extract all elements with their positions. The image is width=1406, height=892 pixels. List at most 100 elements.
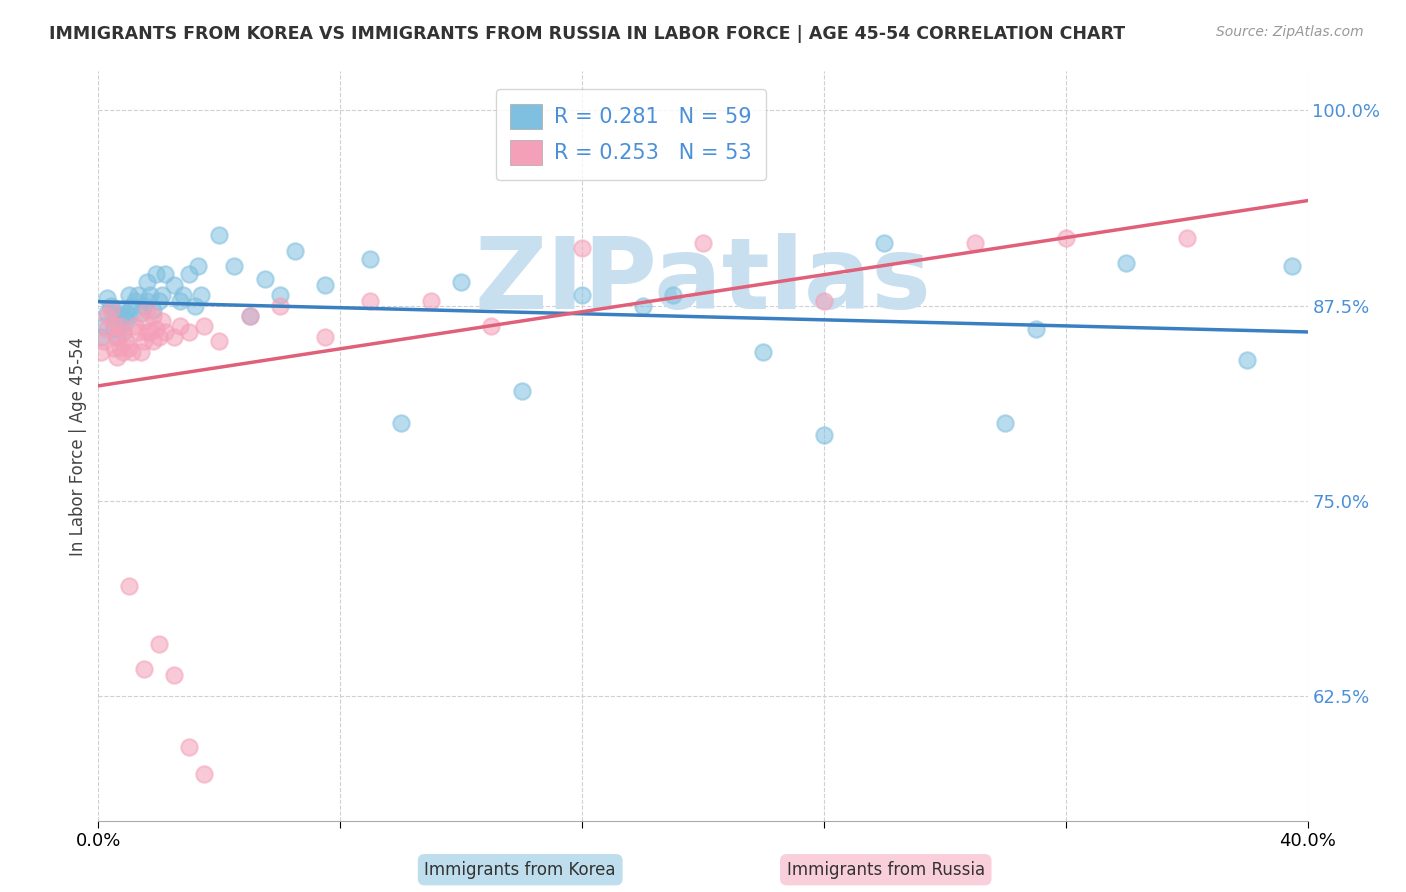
Point (284, 244, 307, 258)
Point (752, 345, 775, 359)
Point (114, 314, 136, 328)
Point (132, 334, 155, 349)
Point (1175, 231, 1198, 245)
Point (135, 275, 157, 289)
Point (150, 287, 173, 301)
Point (145, 267, 167, 281)
Point (118, 287, 141, 301)
Point (163, 329, 186, 343)
Point (510, 384, 533, 399)
Point (93, 318, 115, 333)
Point (105, 329, 128, 343)
Text: Immigrants from Russia: Immigrants from Russia (787, 861, 984, 879)
Point (103, 341, 125, 355)
Point (90, 345, 112, 359)
Point (135, 303, 157, 318)
Point (179, 267, 201, 281)
Point (179, 325, 201, 339)
Point (269, 287, 291, 301)
Point (360, 252, 382, 266)
Point (93, 334, 115, 349)
Point (179, 740, 201, 755)
Point (389, 416, 412, 430)
Point (169, 293, 191, 308)
Point (360, 293, 382, 308)
Point (994, 416, 1017, 430)
Point (145, 322, 167, 336)
Point (314, 278, 336, 293)
Point (813, 428, 835, 442)
Point (135, 325, 157, 339)
Point (148, 293, 170, 308)
Point (208, 228, 231, 243)
Point (208, 334, 231, 349)
Point (253, 272, 276, 286)
Point (108, 303, 131, 318)
Point (187, 260, 209, 274)
Point (153, 325, 176, 339)
Text: ZIPatlas: ZIPatlas (475, 233, 931, 330)
Point (103, 322, 125, 336)
Y-axis label: In Labor Force | Age 45-54: In Labor Force | Age 45-54 (69, 336, 87, 556)
Text: IMMIGRANTS FROM KOREA VS IMMIGRANTS FROM RUSSIA IN LABOR FORCE | AGE 45-54 CORRE: IMMIGRANTS FROM KOREA VS IMMIGRANTS FROM… (49, 25, 1125, 43)
Point (111, 325, 134, 339)
Point (692, 235, 714, 250)
Point (121, 298, 143, 312)
Legend: R = 0.281   N = 59, R = 0.253   N = 53: R = 0.281 N = 59, R = 0.253 N = 53 (496, 89, 766, 179)
Point (481, 318, 503, 333)
Point (135, 293, 157, 308)
Point (96, 310, 118, 324)
Point (108, 341, 131, 355)
Point (965, 235, 987, 250)
Point (127, 325, 149, 339)
Point (129, 345, 152, 359)
Point (114, 334, 136, 349)
Point (150, 314, 173, 328)
Point (139, 325, 162, 339)
Point (124, 293, 146, 308)
Point (103, 318, 125, 333)
Point (1281, 260, 1303, 274)
Point (132, 662, 155, 676)
Point (163, 278, 186, 293)
Point (571, 287, 593, 301)
Point (1236, 353, 1258, 368)
Point (193, 767, 215, 781)
Point (813, 293, 835, 308)
Point (631, 298, 654, 312)
Point (184, 298, 207, 312)
Point (420, 293, 443, 308)
Point (224, 260, 246, 274)
Point (571, 241, 593, 255)
Point (132, 298, 155, 312)
Point (661, 287, 683, 301)
Point (1024, 322, 1046, 336)
Point (118, 310, 141, 324)
Point (148, 329, 170, 343)
Point (111, 345, 134, 359)
Point (269, 298, 291, 312)
Point (108, 318, 131, 333)
Point (142, 303, 165, 318)
Point (239, 310, 262, 324)
Point (239, 310, 262, 324)
Point (127, 287, 149, 301)
Point (114, 306, 136, 320)
Point (111, 325, 134, 339)
Point (153, 267, 176, 281)
Point (121, 345, 143, 359)
Point (132, 314, 155, 328)
Point (96, 306, 118, 320)
Point (90, 329, 112, 343)
Text: Source: ZipAtlas.com: Source: ZipAtlas.com (1216, 25, 1364, 39)
Point (172, 287, 194, 301)
Point (1054, 231, 1077, 245)
Point (118, 580, 141, 594)
Point (873, 235, 896, 250)
Point (314, 329, 336, 343)
Point (105, 310, 128, 324)
Point (139, 287, 162, 301)
Point (111, 310, 134, 324)
Point (129, 306, 152, 320)
Point (96, 322, 118, 336)
